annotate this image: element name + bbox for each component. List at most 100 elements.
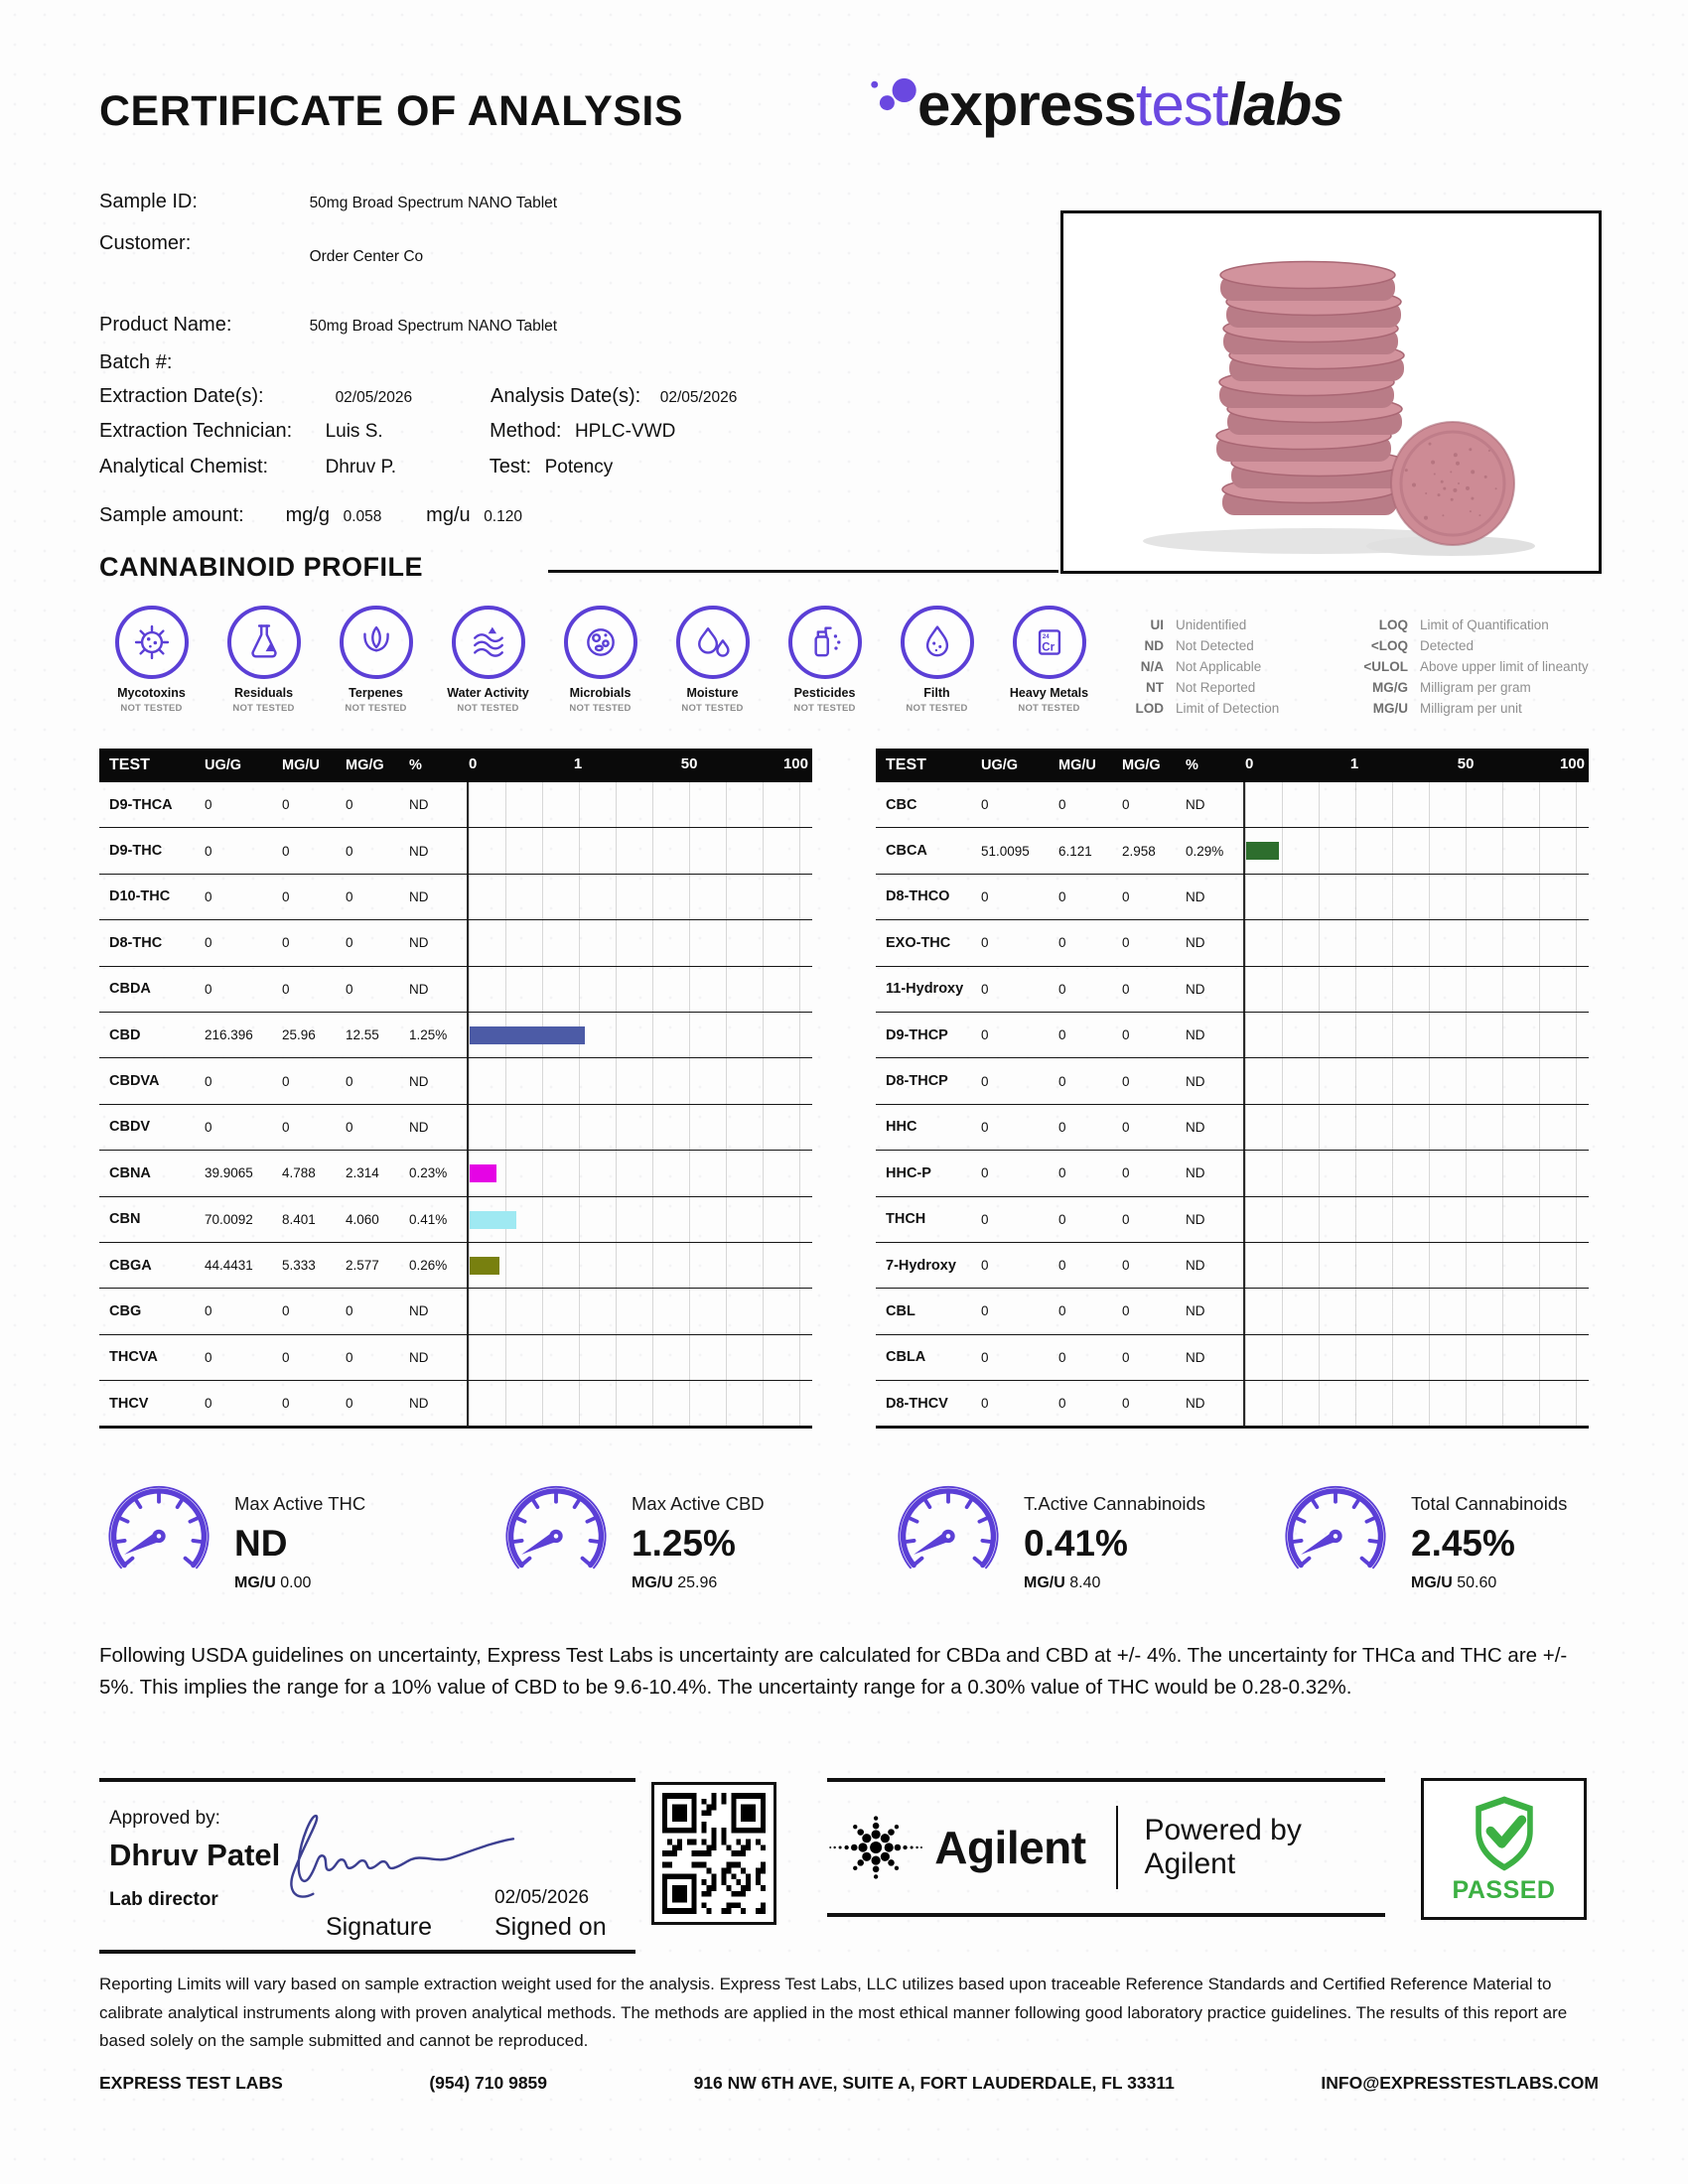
analysis-date-label: Analysis Date(s):	[491, 385, 641, 407]
product-photo	[1060, 210, 1602, 574]
batch-row: Batch #:	[99, 351, 304, 374]
legend-desc: Detected	[1420, 638, 1475, 653]
legend-desc: Limit of Quantification	[1420, 617, 1549, 632]
screening-item-terpenes: Terpenes NOT TESTED	[320, 606, 432, 714]
legend-abbr: ND	[1144, 638, 1165, 653]
water-activity-icon	[451, 606, 525, 679]
legend-abbr: UI	[1150, 617, 1165, 632]
customer-label: Customer:	[99, 232, 192, 254]
method-label: Method:	[490, 420, 562, 442]
microbials-icon	[563, 606, 637, 679]
approver-title: Lab director	[109, 1889, 218, 1910]
agilent-divider	[1115, 1806, 1119, 1889]
legend-desc: Not Detected	[1176, 638, 1254, 653]
chart-cell	[467, 1289, 812, 1334]
screening-item-water-activity: Water Activity NOT TESTED	[432, 606, 544, 714]
logo-express: express	[917, 71, 1137, 138]
table-row-CBN: CBN 70.0092 8.401 4.060 0.41%	[99, 1196, 812, 1243]
chart-cell	[1243, 1242, 1589, 1289]
table-row-CBCA: CBCA 51.0095 6.121 2.958 0.29%	[876, 828, 1589, 875]
signature-label: Signature	[326, 1913, 433, 1941]
gauge-icon	[505, 1485, 607, 1570]
gauge-max-active-thc: Max Active THC ND MG/U 0.00	[99, 1479, 496, 1592]
legend-desc: Above upper limit of lineanty	[1420, 659, 1589, 674]
footer-email: INFO@EXPRESSTESTLABS.COM	[1321, 2073, 1599, 2093]
signed-on-label: Signed on	[494, 1913, 607, 1941]
screening-label: Residuals	[233, 686, 294, 700]
filth-icon	[900, 606, 974, 679]
chart-cell	[1243, 1058, 1589, 1104]
screening-status: NOT TESTED	[906, 703, 968, 714]
analytical-chemist-label: Analytical Chemist:	[99, 456, 269, 478]
method-value: HPLC-VWD	[574, 421, 676, 442]
mgu-value: 0.120	[484, 508, 522, 525]
screening-status: NOT TESTED	[569, 703, 632, 714]
chart-cell	[467, 1151, 812, 1196]
potency-bar	[470, 1164, 496, 1183]
legend-desc: Limit of Detection	[1176, 701, 1280, 716]
screening-status: NOT TESTED	[120, 703, 183, 714]
chart-cell	[1243, 1104, 1589, 1151]
screening-label: Mycotoxins	[117, 686, 186, 700]
technician-row: Extraction Technician: Luis S. Method: H…	[99, 420, 675, 443]
gauge-icon	[898, 1485, 999, 1570]
chemist-row: Analytical Chemist: Dhruv P. Test: Poten…	[99, 456, 613, 478]
legend-abbr: LOQ	[1378, 617, 1408, 632]
sample-id-label: Sample ID:	[99, 191, 198, 212]
chart-cell	[467, 1058, 812, 1104]
gauge-unit: MG/U 0.00	[234, 1574, 312, 1591]
approved-by-label: Approved by:	[109, 1808, 220, 1829]
gauge-icon	[108, 1485, 210, 1570]
extraction-technician-label: Extraction Technician:	[99, 420, 293, 442]
chart-cell	[467, 1104, 812, 1151]
batch-label: Batch #:	[99, 351, 173, 373]
gauge-unit: MG/U 50.60	[1411, 1574, 1497, 1591]
mycotoxins-icon	[114, 606, 189, 679]
pesticides-icon	[787, 606, 862, 679]
mgu-label: mg/u	[426, 504, 471, 526]
table-row-CBD: CBD 216.396 25.96 12.55 1.25%	[99, 1012, 812, 1059]
screening-status: NOT TESTED	[793, 703, 856, 714]
agilent-tagline: Powered by Agilent	[1144, 1814, 1302, 1880]
sample-id-row: Sample ID: 50mg Broad Spectrum NANO Tabl…	[99, 191, 557, 213]
signed-on-date: 02/05/2026	[494, 1887, 590, 1908]
legend-desc: Milligram per unit	[1420, 701, 1522, 716]
agilent-brand: Agilent	[934, 1822, 1086, 1873]
legend-abbr: MG/U	[1372, 701, 1408, 716]
chart-cell	[467, 782, 812, 828]
legend-desc: Not Reported	[1176, 680, 1256, 695]
sample-id-value: 50mg Broad Spectrum NANO Tablet	[309, 195, 558, 211]
chart-cell	[467, 874, 812, 920]
screening-status: NOT TESTED	[232, 703, 295, 714]
screening-label: Heavy Metals	[1009, 686, 1089, 700]
terpenes-icon	[339, 606, 413, 679]
agilent-attribution: Agilent Powered by Agilent	[827, 1778, 1385, 1917]
customer-row: Customer: Order Center Co	[99, 232, 423, 265]
screening-status: NOT TESTED	[681, 703, 744, 714]
potency-bar	[1246, 842, 1280, 861]
analysis-date-value: 02/05/2026	[659, 389, 738, 406]
screening-label: Filth	[923, 686, 950, 700]
uncertainty-note: Following USDA guidelines on uncertainty…	[99, 1644, 1568, 1699]
gauge-value: 1.25%	[632, 1523, 736, 1564]
svg-text:Cr: Cr	[1042, 641, 1055, 653]
gauge-t-active-cannabinoids: T.Active Cannabinoids 0.41% MG/U 8.40	[889, 1479, 1276, 1592]
table-row-CBNA: CBNA 39.9065 4.788 2.314 0.23%	[99, 1151, 812, 1197]
chart-cell	[1243, 1151, 1589, 1196]
table-header: TEST UG/G MG/U MG/G % 0 1 50 100	[876, 749, 1589, 782]
chart-cell	[1243, 782, 1589, 828]
footer-address: 916 NW 6TH AVE, SUITE A, FORT LAUDERDALE…	[693, 2073, 1175, 2093]
screening-label: Water Activity	[447, 686, 529, 700]
svg-text:24: 24	[1042, 634, 1049, 640]
screening-item-pesticides: Pesticides NOT TESTED	[769, 606, 881, 714]
shield-check-icon	[1475, 1796, 1533, 1871]
